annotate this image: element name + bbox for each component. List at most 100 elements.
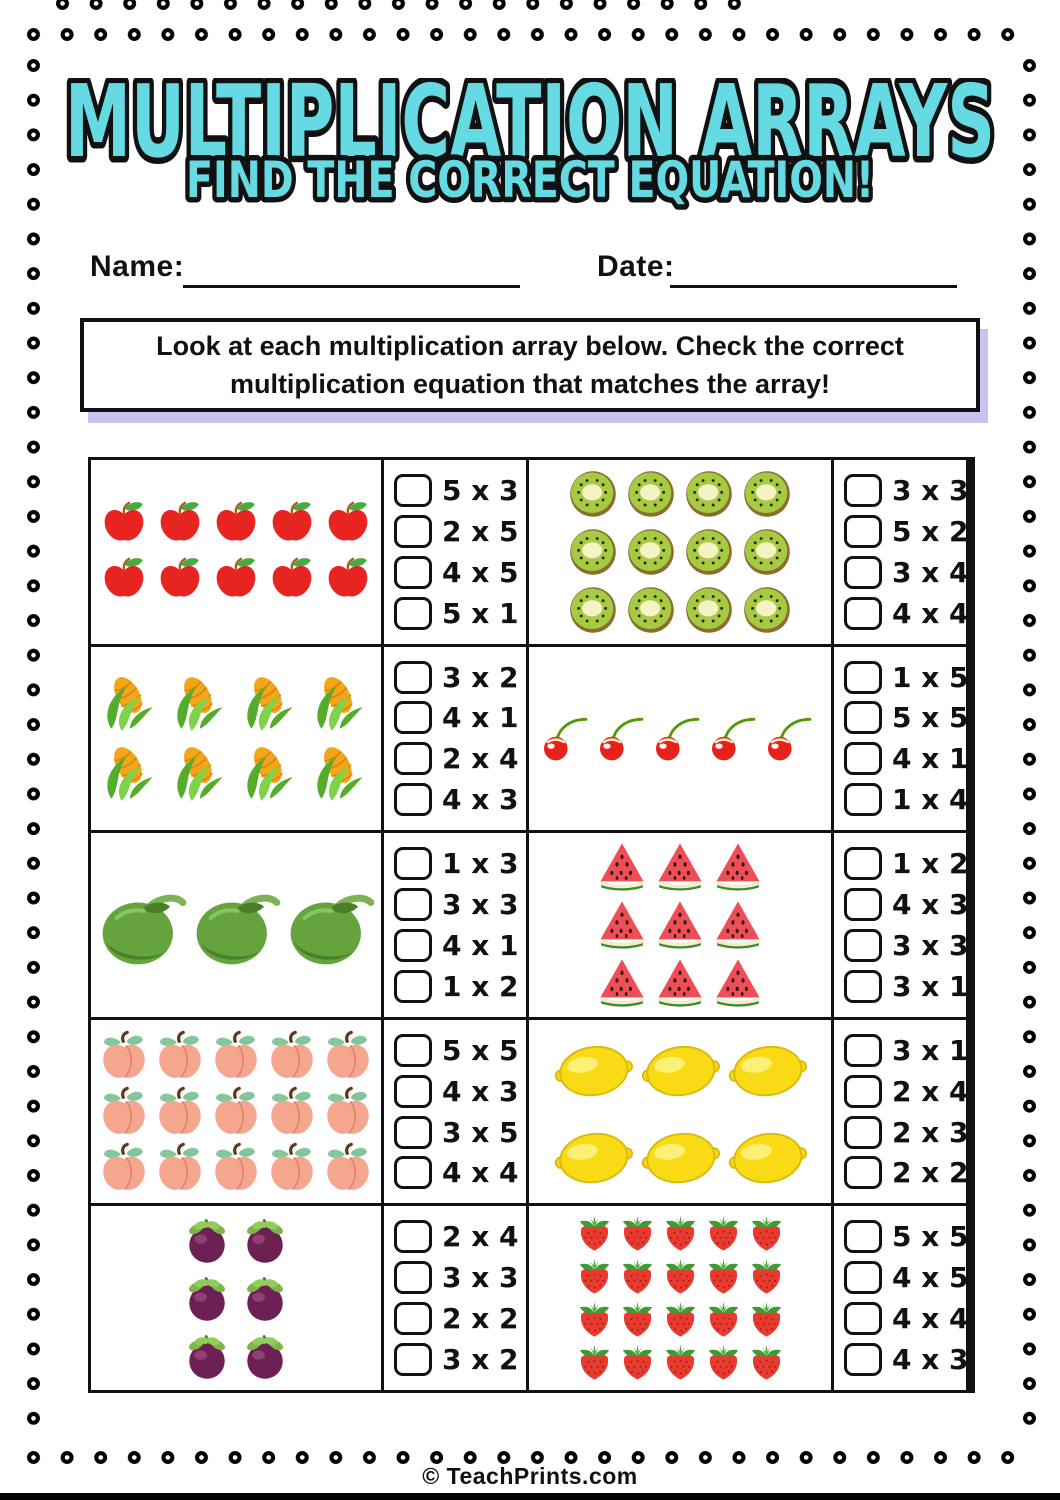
equation-option-label: 3 x 5 xyxy=(442,1115,519,1149)
dotted-border-top-partial xyxy=(55,0,760,11)
name-input-line[interactable] xyxy=(183,284,520,288)
equation-option-label: 2 x 4 xyxy=(442,1220,519,1254)
equation-checkbox[interactable] xyxy=(394,660,432,694)
equation-checkbox[interactable] xyxy=(394,1074,432,1108)
equation-checkbox[interactable] xyxy=(394,928,432,962)
strawberry-icon xyxy=(747,1214,786,1253)
apple-icon xyxy=(210,554,262,606)
equation-checkbox[interactable] xyxy=(844,1156,882,1190)
equation-option: 3 x 1 xyxy=(844,1033,966,1067)
equation-option: 5 x 1 xyxy=(394,596,522,630)
kiwi-icon xyxy=(682,467,736,521)
equation-checkbox[interactable] xyxy=(394,1343,432,1377)
equation-checkbox[interactable] xyxy=(844,1115,882,1149)
equation-checkbox[interactable] xyxy=(844,701,882,735)
array-cell-peach xyxy=(91,1019,381,1204)
equation-option-label: 5 x 1 xyxy=(442,596,519,630)
equation-option: 4 x 3 xyxy=(394,1074,522,1108)
equation-checkbox[interactable] xyxy=(844,1261,882,1295)
date-input-line[interactable] xyxy=(670,284,957,288)
equation-option: 4 x 3 xyxy=(844,888,966,922)
equation-option: 1 x 2 xyxy=(394,969,522,1003)
apple-icon xyxy=(266,554,318,606)
peach-icon xyxy=(98,1030,150,1082)
equation-checkbox[interactable] xyxy=(844,473,882,507)
equation-checkbox[interactable] xyxy=(394,473,432,507)
options-cell: 3 x 1 2 x 4 2 x 3 2 x 2 xyxy=(834,1019,966,1204)
subtitle-banner: FIND THE CORRECT EQUATION! xyxy=(181,152,880,210)
options-cell: 5 x 5 4 x 3 3 x 5 4 x 4 xyxy=(384,1019,526,1204)
equation-option-label: 5 x 3 xyxy=(442,473,519,507)
equation-option: 4 x 4 xyxy=(844,1302,966,1336)
equation-checkbox[interactable] xyxy=(394,969,432,1003)
equation-checkbox[interactable] xyxy=(394,555,432,589)
equation-checkbox[interactable] xyxy=(394,1302,432,1336)
dotted-border-top xyxy=(26,27,1034,42)
watermelon-icon xyxy=(653,898,707,952)
equation-checkbox[interactable] xyxy=(394,783,432,817)
fruit-array xyxy=(542,712,818,764)
equation-checkbox[interactable] xyxy=(394,514,432,548)
strawberry-icon xyxy=(747,1257,786,1296)
lemon-icon xyxy=(639,1027,722,1110)
equation-checkbox[interactable] xyxy=(394,847,432,881)
equation-option: 3 x 3 xyxy=(394,888,522,922)
equation-option-label: 3 x 4 xyxy=(892,555,966,589)
equation-checkbox[interactable] xyxy=(844,1074,882,1108)
equation-checkbox[interactable] xyxy=(394,701,432,735)
equation-option-label: 3 x 2 xyxy=(442,660,519,694)
dotted-border-right xyxy=(1022,58,1037,1444)
equation-option-label: 5 x 2 xyxy=(892,514,966,548)
equation-checkbox[interactable] xyxy=(394,1156,432,1190)
strawberry-icon xyxy=(704,1257,743,1296)
equation-checkbox[interactable] xyxy=(844,888,882,922)
equation-checkbox[interactable] xyxy=(844,596,882,630)
equation-option: 4 x 3 xyxy=(844,1343,966,1377)
equation-option: 1 x 5 xyxy=(844,660,966,694)
peach-icon xyxy=(98,1086,150,1138)
equation-checkbox[interactable] xyxy=(394,596,432,630)
equation-option: 4 x 1 xyxy=(394,928,522,962)
equation-checkbox[interactable] xyxy=(394,1115,432,1149)
peach-icon xyxy=(210,1030,262,1082)
equation-option: 5 x 3 xyxy=(394,473,522,507)
equation-checkbox[interactable] xyxy=(394,742,432,776)
equation-checkbox[interactable] xyxy=(844,847,882,881)
equation-checkbox[interactable] xyxy=(844,555,882,589)
footer-credit: © TeachPrints.com xyxy=(422,1463,638,1489)
array-cell-coconut xyxy=(91,833,381,1017)
mangosteen-icon xyxy=(238,1213,292,1267)
equation-checkbox[interactable] xyxy=(844,1343,882,1377)
strawberry-icon xyxy=(661,1257,700,1296)
coconut-icon xyxy=(191,880,281,970)
date-label: Date: xyxy=(597,250,675,283)
fruit-array xyxy=(97,880,375,970)
equation-option-label: 1 x 5 xyxy=(892,660,966,694)
equation-checkbox[interactable] xyxy=(844,514,882,548)
strawberry-icon xyxy=(704,1300,743,1339)
equation-option-label: 3 x 1 xyxy=(892,969,966,1003)
equation-checkbox[interactable] xyxy=(844,742,882,776)
equation-checkbox[interactable] xyxy=(844,783,882,817)
equation-option-label: 4 x 1 xyxy=(442,701,519,735)
equation-checkbox[interactable] xyxy=(844,1220,882,1254)
equation-checkbox[interactable] xyxy=(394,1261,432,1295)
strawberry-icon xyxy=(575,1343,614,1382)
equation-checkbox[interactable] xyxy=(844,660,882,694)
equation-checkbox[interactable] xyxy=(394,1033,432,1067)
equation-option: 3 x 5 xyxy=(394,1115,522,1149)
equation-option: 2 x 3 xyxy=(844,1115,966,1149)
strawberry-icon xyxy=(575,1300,614,1339)
equation-checkbox[interactable] xyxy=(844,928,882,962)
corn-icon xyxy=(308,740,374,806)
equation-checkbox[interactable] xyxy=(394,888,432,922)
equation-option-label: 1 x 4 xyxy=(892,783,966,817)
strawberry-icon xyxy=(661,1214,700,1253)
equation-checkbox[interactable] xyxy=(394,1220,432,1254)
equation-checkbox[interactable] xyxy=(844,969,882,1003)
equation-checkbox[interactable] xyxy=(844,1302,882,1336)
equation-option-label: 3 x 3 xyxy=(442,888,519,922)
equation-checkbox[interactable] xyxy=(844,1033,882,1067)
mangosteen-icon xyxy=(180,1213,234,1267)
